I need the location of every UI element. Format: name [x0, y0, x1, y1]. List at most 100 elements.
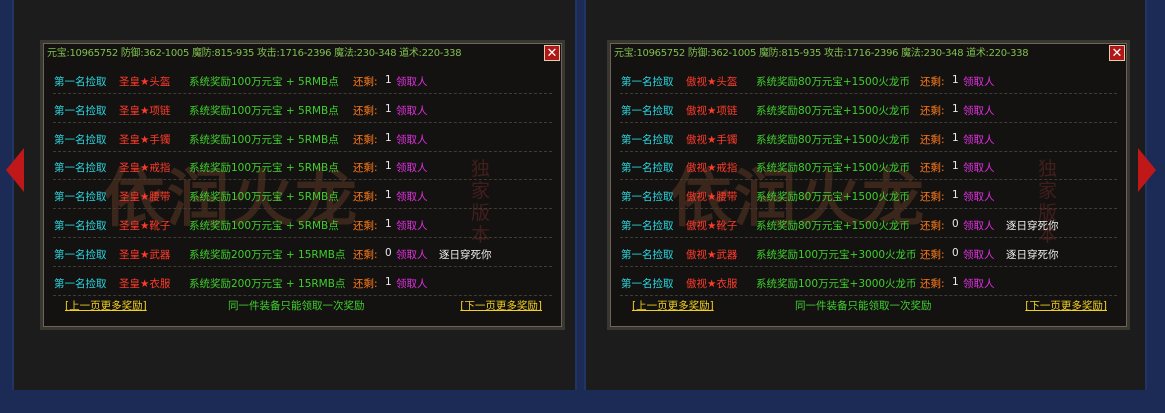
reward-row: 第一名捡取 傲视★衣服 系统奖励100万元宝+3000火龙币 还剩: 1 领取人: [610, 270, 1127, 298]
reward: 系统奖励100万元宝 + 5RMB点: [189, 133, 339, 146]
reward: 系统奖励80万元宝+1500火龙币: [756, 76, 910, 88]
item-name: 圣皇★武器: [119, 248, 171, 261]
rank: 第一名捡取: [54, 248, 107, 261]
item-name: 圣皇★头盔: [119, 76, 171, 88]
claimer-label[interactable]: 领取人: [963, 133, 995, 146]
item-name: 傲视★戒指: [686, 162, 738, 175]
reward-row: 第一名捡取 傲视★靴子 系统奖励80万元宝+1500火龙币 还剩: 0 领取人 逐日穿死你: [610, 212, 1127, 240]
prev-page-link[interactable]: [上一页更多奖励]: [632, 300, 714, 312]
claimer-label[interactable]: 领取人: [396, 220, 428, 232]
reward: 系统奖励80万元宝+1500火龙币: [756, 104, 910, 117]
reward: 系统奖励80万元宝+1500火龙币: [756, 220, 910, 232]
remain-label: 还剩:: [920, 277, 945, 290]
row-separator: [620, 265, 1117, 267]
item-name: 傲视★腰带: [686, 191, 738, 204]
claimer-label[interactable]: 领取人: [963, 191, 995, 204]
reward: 系统奖励100万元宝 + 5RMB点: [189, 104, 339, 117]
item-name: 圣皇★衣服: [119, 277, 171, 290]
rank: 第一名捡取: [621, 162, 674, 175]
next-arrow[interactable]: [1138, 148, 1156, 192]
claimer-label[interactable]: 领取人: [396, 76, 428, 88]
remain-label: 还剩:: [353, 220, 378, 232]
claimer-label[interactable]: 领取人: [396, 104, 428, 117]
remain-count: 1: [385, 189, 392, 202]
remain-label: 还剩:: [353, 162, 378, 175]
reward: 系统奖励80万元宝+1500火龙币: [756, 162, 910, 175]
reward: 系统奖励100万元宝+3000火龙币: [756, 248, 917, 261]
remain-count: 0: [385, 246, 392, 259]
stats-header: 元宝:10965752 防御:362-1005 魔防:815-935 攻击:17…: [47, 48, 462, 59]
reward: 系统奖励100万元宝+3000火龙币: [756, 277, 917, 290]
reward: 系统奖励100万元宝 + 5RMB点: [189, 76, 339, 88]
item-name: 傲视★手镯: [686, 133, 738, 146]
rank: 第一名捡取: [54, 76, 107, 88]
remain-count: 1: [952, 275, 959, 288]
rank: 第一名捡取: [54, 104, 107, 117]
reward-row: 第一名捡取 傲视★戒指 系统奖励80万元宝+1500火龙币 还剩: 1 领取人: [610, 154, 1127, 182]
reward: 系统奖励100万元宝 + 5RMB点: [189, 220, 339, 232]
reward: 系统奖励200万元宝 + 15RMB点: [189, 277, 346, 290]
next-page-link[interactable]: [下一页更多奖励]: [460, 300, 542, 312]
item-name: 傲视★衣服: [686, 277, 738, 290]
reward-row: 第一名捡取 圣皇★腰带 系统奖励100万元宝 + 5RMB点 还剩: 1 领取人: [43, 183, 562, 211]
rank: 第一名捡取: [621, 191, 674, 204]
remain-count: 1: [385, 218, 392, 230]
item-name: 傲视★靴子: [686, 220, 738, 232]
remain-count: 1: [385, 74, 392, 86]
item-name: 圣皇★项链: [119, 104, 171, 117]
item-name: 圣皇★腰带: [119, 191, 171, 204]
rank: 第一名捡取: [621, 277, 674, 290]
claimer-label[interactable]: 领取人: [396, 191, 428, 204]
remain-label: 还剩:: [353, 76, 378, 88]
claimer-label[interactable]: 领取人: [963, 76, 995, 88]
watermark-badge: 独家版本: [471, 158, 491, 246]
close-button[interactable]: ✕: [544, 45, 560, 61]
claimer-label[interactable]: 领取人: [963, 104, 995, 117]
claimer-label[interactable]: 领取人: [963, 248, 995, 261]
stats-header: 元宝:10965752 防御:362-1005 魔防:815-935 攻击:17…: [614, 48, 1029, 59]
remain-label: 还剩:: [920, 162, 945, 175]
claimer-label[interactable]: 领取人: [396, 162, 428, 175]
reward-row: 第一名捡取 圣皇★项链 系统奖励100万元宝 + 5RMB点 还剩: 1 领取人: [43, 97, 562, 125]
watermark-logo: 依润火龙: [103, 162, 360, 235]
claimer-label[interactable]: 领取人: [396, 248, 428, 261]
rank: 第一名捡取: [54, 220, 107, 232]
row-separator: [53, 150, 552, 152]
row-separator: [53, 121, 552, 123]
claimer-label[interactable]: 领取人: [396, 133, 428, 146]
next-page-link[interactable]: [下一页更多奖励]: [1025, 300, 1107, 312]
remain-count: 1: [385, 102, 392, 115]
prev-arrow[interactable]: [6, 148, 24, 192]
item-name: 傲视★头盔: [686, 76, 738, 88]
claimer-label[interactable]: 领取人: [963, 162, 995, 175]
remain-label: 还剩:: [353, 277, 378, 290]
row-separator: [620, 93, 1117, 94]
claimer-label[interactable]: 领取人: [963, 220, 995, 232]
reward-row: 第一名捡取 傲视★项链 系统奖励80万元宝+1500火龙币 还剩: 1 领取人: [610, 97, 1127, 125]
remain-label: 还剩:: [920, 104, 945, 117]
row-separator: [620, 237, 1117, 238]
prev-page-link[interactable]: [上一页更多奖励]: [65, 300, 147, 312]
item-name: 圣皇★靴子: [119, 220, 171, 232]
reward-row: 第一名捡取 傲视★武器 系统奖励100万元宝+3000火龙币 还剩: 0 领取人 逐日穿死你: [610, 241, 1127, 269]
reward-dialog: 依润火龙 独家版本 元宝:10965752 防御:362-1005 魔防:815-9…: [607, 40, 1130, 330]
rank: 第一名捡取: [54, 191, 107, 204]
close-button[interactable]: ✕: [1109, 45, 1125, 61]
claimer-name: 逐日穿死你: [1006, 248, 1059, 261]
rank: 第一名捡取: [621, 220, 674, 232]
claimer-label[interactable]: 领取人: [396, 277, 428, 290]
row-separator: [620, 179, 1117, 181]
reward-row: 第一名捡取 傲视★腰带 系统奖励80万元宝+1500火龙币 还剩: 1 领取人: [610, 183, 1127, 211]
remain-count: 1: [952, 74, 959, 86]
remain-label: 还剩:: [920, 220, 945, 232]
reward-row: 第一名捡取 圣皇★武器 系统奖励200万元宝 + 15RMB点 还剩: 0 领取人 逐日穿死…: [43, 241, 562, 269]
remain-count: 1: [952, 189, 959, 202]
claimer-name: 逐日穿死你: [439, 248, 492, 261]
claimer-label[interactable]: 领取人: [963, 277, 995, 290]
remain-count: 0: [952, 218, 959, 230]
remain-label: 还剩:: [920, 76, 945, 88]
row-separator: [53, 265, 552, 267]
rank: 第一名捡取: [621, 76, 674, 88]
remain-count: 1: [952, 131, 959, 144]
